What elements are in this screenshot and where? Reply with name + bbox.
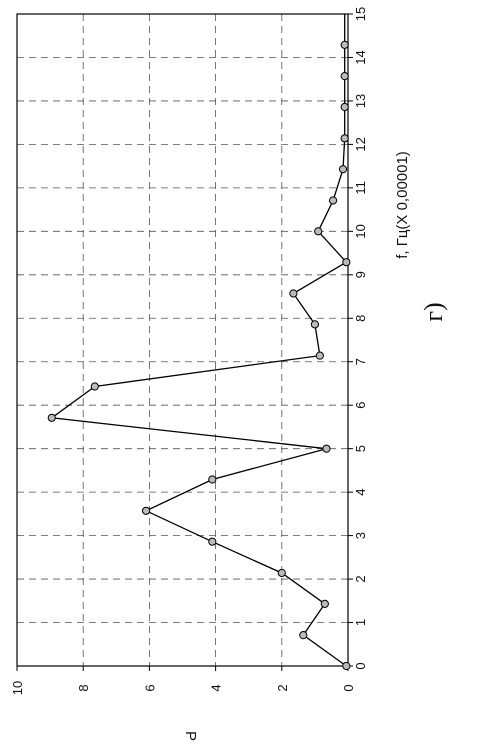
x-tick-label: 4	[353, 489, 368, 496]
series-line	[50, 14, 348, 667]
x-tick-label: 6	[353, 402, 368, 409]
figure-caption: г)	[419, 302, 448, 321]
data-point	[314, 227, 323, 236]
data-point	[47, 413, 56, 422]
data-point	[340, 40, 349, 49]
data-point	[342, 661, 351, 671]
data-point	[315, 351, 324, 360]
y-tick-label: 2	[275, 684, 290, 691]
y-tick-label: 4	[209, 684, 224, 691]
x-tick-label: 14	[353, 50, 368, 64]
x-axis-label: f, Гц(X 0,00001)	[394, 151, 411, 259]
y-tick-label: 0	[341, 684, 356, 691]
x-tick-label: 12	[353, 137, 368, 151]
data-point	[340, 72, 349, 81]
data-point	[342, 258, 351, 267]
data-point	[208, 537, 217, 546]
data-point	[310, 320, 319, 329]
x-tick-label: 7	[353, 358, 368, 365]
plot-frame	[16, 13, 349, 667]
data-point	[299, 631, 308, 640]
data-point	[277, 568, 286, 578]
x-tick-label: 9	[353, 271, 368, 278]
x-tick-label: 3	[353, 532, 368, 539]
y-axis-label: P	[182, 731, 199, 741]
x-tick-label: 5	[353, 445, 368, 452]
data-point	[329, 196, 338, 205]
data-point	[340, 102, 349, 112]
data-point	[141, 506, 151, 515]
y-tick-label: 10	[10, 681, 25, 695]
data-point	[208, 475, 217, 484]
data-point	[320, 599, 329, 608]
x-tick-label: 15	[353, 7, 368, 21]
data-point	[90, 382, 99, 391]
x-tick-label: 8	[353, 315, 368, 322]
x-tick-label: 10	[353, 224, 368, 238]
data-point	[338, 165, 348, 174]
data-point	[322, 444, 331, 453]
x-tick-label: 2	[353, 575, 368, 582]
x-tick-label: 13	[353, 94, 368, 108]
x-tick-label: 11	[353, 181, 368, 195]
x-tick-label: 1	[353, 619, 368, 626]
x-tick-label: 0	[353, 662, 368, 669]
y-tick-label: 8	[76, 684, 91, 691]
data-point	[289, 289, 298, 298]
y-tick-label: 6	[142, 684, 157, 691]
data-point	[340, 134, 349, 143]
data-markers	[47, 40, 351, 671]
grid-lines	[16, 13, 349, 667]
